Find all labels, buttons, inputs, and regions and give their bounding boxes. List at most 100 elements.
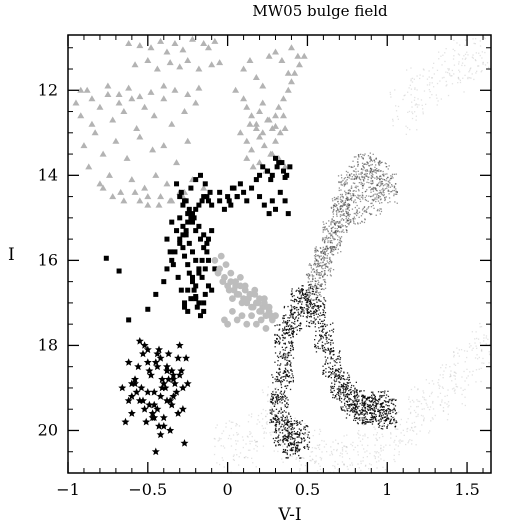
field-point bbox=[319, 428, 321, 431]
field-point bbox=[441, 364, 444, 366]
field-point bbox=[333, 222, 336, 224]
field-point bbox=[354, 396, 357, 398]
field-point bbox=[288, 436, 290, 438]
field-point bbox=[368, 463, 371, 465]
field-point bbox=[302, 285, 304, 287]
triangle-point bbox=[112, 137, 120, 144]
field-point bbox=[429, 82, 431, 84]
field-point bbox=[371, 394, 373, 397]
field-point bbox=[359, 222, 361, 224]
field-point bbox=[376, 451, 378, 453]
field-point bbox=[279, 353, 281, 355]
field-point bbox=[425, 399, 427, 401]
field-point bbox=[445, 85, 447, 87]
triangle-point bbox=[99, 150, 107, 157]
triangle-point bbox=[150, 112, 158, 119]
field-point bbox=[255, 441, 257, 443]
field-point bbox=[283, 437, 285, 439]
field-point bbox=[316, 263, 318, 265]
field-point bbox=[283, 435, 285, 437]
field-point bbox=[245, 456, 247, 458]
field-point bbox=[388, 400, 390, 403]
field-point bbox=[302, 289, 304, 291]
field-point bbox=[340, 370, 342, 372]
field-point bbox=[355, 213, 357, 215]
field-point bbox=[335, 204, 337, 206]
field-point bbox=[290, 328, 292, 331]
field-point bbox=[438, 379, 440, 381]
field-point bbox=[322, 252, 324, 255]
field-point bbox=[340, 407, 343, 409]
field-point bbox=[360, 196, 363, 198]
field-point bbox=[340, 241, 343, 243]
field-point bbox=[340, 401, 343, 403]
field-point bbox=[369, 186, 371, 188]
field-point bbox=[423, 399, 426, 401]
field-point bbox=[323, 270, 326, 272]
field-point bbox=[317, 307, 319, 309]
field-point bbox=[290, 299, 292, 301]
star-point bbox=[137, 383, 146, 392]
field-point bbox=[324, 281, 326, 283]
field-point bbox=[299, 325, 301, 327]
field-point bbox=[325, 245, 327, 248]
field-point bbox=[459, 44, 461, 46]
square-point bbox=[269, 198, 275, 204]
field-point bbox=[374, 166, 376, 168]
field-point bbox=[322, 350, 324, 352]
field-point bbox=[375, 437, 377, 439]
field-point bbox=[481, 348, 483, 351]
square-point bbox=[201, 300, 207, 306]
field-point bbox=[350, 399, 352, 401]
field-point bbox=[453, 351, 455, 353]
square-point bbox=[183, 198, 189, 204]
field-point bbox=[339, 214, 342, 216]
field-point bbox=[290, 380, 292, 383]
field-point bbox=[396, 191, 398, 193]
field-point bbox=[274, 388, 277, 390]
field-point bbox=[333, 209, 335, 211]
field-point bbox=[338, 385, 340, 388]
field-point bbox=[287, 443, 290, 445]
field-point bbox=[473, 42, 475, 45]
field-point bbox=[371, 182, 373, 185]
field-point bbox=[339, 399, 341, 402]
field-point bbox=[284, 332, 286, 335]
square-point bbox=[116, 268, 122, 274]
field-point bbox=[280, 412, 282, 414]
field-point bbox=[372, 412, 374, 414]
field-point bbox=[467, 77, 469, 80]
field-point bbox=[348, 400, 350, 402]
field-point bbox=[315, 461, 317, 463]
field-point bbox=[422, 108, 424, 110]
field-point bbox=[276, 376, 279, 378]
field-point bbox=[310, 285, 312, 287]
field-point bbox=[290, 362, 292, 364]
field-point bbox=[280, 425, 282, 427]
field-point bbox=[419, 77, 421, 80]
field-point bbox=[471, 349, 473, 351]
field-point bbox=[337, 225, 339, 227]
field-point bbox=[291, 342, 293, 344]
circle-point bbox=[229, 295, 236, 303]
triangle-point bbox=[136, 93, 144, 100]
field-point bbox=[386, 426, 388, 428]
star-point bbox=[139, 349, 147, 358]
field-point bbox=[372, 174, 374, 176]
field-point bbox=[221, 432, 223, 435]
field-point bbox=[415, 415, 417, 418]
field-point bbox=[316, 444, 319, 446]
field-point bbox=[384, 197, 386, 199]
field-point bbox=[328, 225, 330, 227]
field-point bbox=[309, 316, 311, 318]
field-point bbox=[340, 397, 343, 400]
field-point bbox=[284, 435, 286, 437]
field-point bbox=[330, 342, 332, 344]
field-point bbox=[301, 301, 303, 303]
field-point bbox=[286, 380, 288, 382]
field-point bbox=[292, 300, 294, 302]
field-point bbox=[275, 430, 277, 432]
field-point bbox=[290, 354, 292, 356]
star-point bbox=[155, 422, 163, 430]
field-point bbox=[325, 257, 327, 259]
